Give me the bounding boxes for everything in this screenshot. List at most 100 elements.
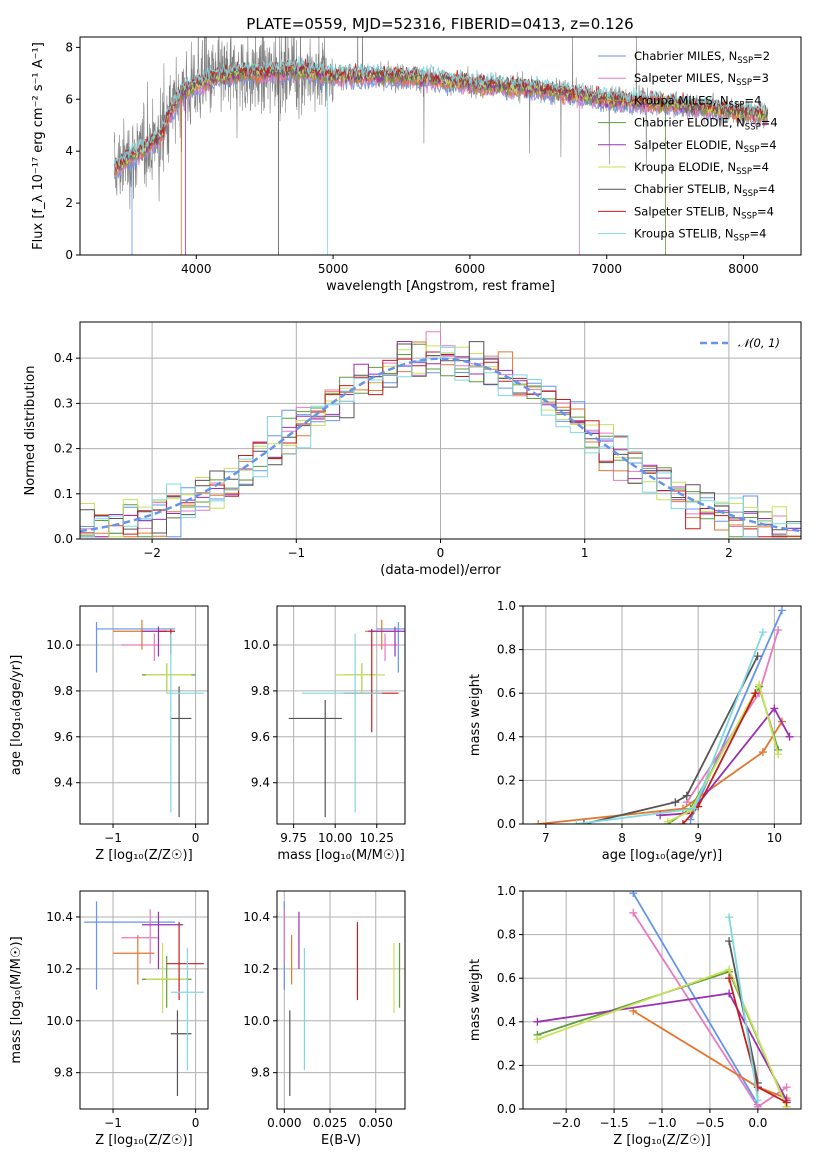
legend-text: Chabrier STELIB, N [634,182,742,196]
legend-value: =4 [752,160,769,174]
legend-subscript: SSP [737,56,753,66]
legend-subscript: SSP [744,145,760,155]
plot-area [288,619,405,818]
legend-text: Kroupa ELODIE, N [634,160,736,174]
plot-area [283,901,401,1097]
series-line-kroupa-elodie [667,682,780,823]
y-tick-label: 1.0 [497,884,516,898]
series-point-kroupa-elodie [725,965,734,974]
series-point-chabrier-stelib [753,652,762,661]
legend-text: Kroupa MILES, N [634,93,729,107]
y-tick-label: 10.0 [243,1014,270,1028]
y-tick-label: 0.0 [497,817,516,831]
x-tick-label: 10 [767,831,782,845]
y-tick-label: 10.0 [46,1014,73,1028]
series-point-kroupa-stelib [572,820,581,824]
y-tick-label: 9.8 [54,1066,73,1080]
y-tick-label: 0.2 [54,442,73,456]
x-tick-label: −1.5 [599,1116,628,1130]
series-point-chabrier-stelib [579,820,588,824]
legend-text: Chabrier MILES, N [634,49,737,63]
x-axis-label: age [log₁₀(age/yr)] [602,848,723,863]
series-point-salpeter-elodie [725,989,734,998]
x-axis-label: mass [log₁₀(M/M☉)] [277,848,404,863]
series-point-chabrier-stelib [725,937,734,946]
y-tick-label: 0.6 [497,971,516,985]
y-tick-label: 0 [65,248,73,262]
legend-text: Kroupa STELIB, N [634,227,734,241]
y-tick-label: 10.2 [46,962,73,976]
series-point-chabrier-stelib [671,798,680,807]
histogram-kroupa-stelib [80,346,801,538]
axes-frame [522,890,802,1110]
panel-0: 4000 5000 6000 7000 8000 0 2 4 6 8 wavelength [Ang… [31,36,802,294]
panel-4: 7 8 9 10 0.0 0.2 0.4 0.6 0.8 1.0 age [log₁₀(age/yr… [468,599,802,863]
legend-entry: Salpeter STELIB, NSSP=4 [634,204,774,221]
y-tick-label: 9.6 [251,730,270,744]
legend-value: =3 [752,71,769,85]
series-point-chabrier-miles [629,891,638,898]
series-point-salpeter-elodie [533,1017,542,1026]
y-axis-label: mass weight [468,959,483,1041]
x-tick-label: −1 [104,1116,122,1130]
x-tick-label: 0 [437,546,445,560]
panel-2: −1 0 9.4 9.6 9.8 10.0 Z [log₁₀(Z/Z☉)] age [log₁… [9,605,209,863]
x-tick-label: −2.0 [552,1116,581,1130]
y-tick-label: 0.2 [497,773,516,787]
legend-text: Salpeter ELODIE, N [634,138,744,152]
y-tick-label: 9.8 [54,684,73,698]
x-tick-label: −2 [143,546,161,560]
series-line-kroupa-stelib [728,917,759,1101]
legend-text: Chabrier ELODIE, N [634,116,745,130]
legend-value: =4 [744,93,761,107]
x-tick-label: 1 [581,546,589,560]
y-tick-label: 0.2 [497,1058,516,1072]
series-line-chabrier-elodie [667,684,780,824]
series-point-kroupa-elodie [774,750,783,759]
series-point-salpeter-stelib [725,974,734,983]
y-tick-label: 9.4 [251,776,270,790]
legend-entry: Chabrier MILES, NSSP=2 [634,49,770,66]
plot-area [95,619,204,818]
y-tick-label: 1.0 [497,599,516,613]
legend-entry: Chabrier STELIB, NSSP=4 [634,182,775,199]
legend-entry: Kroupa STELIB, NSSP=4 [634,227,766,244]
histogram-chabrier-elodie [80,343,801,538]
panel-1: −2 −1 0 1 2 0.0 0.1 0.2 0.3 0.4 (data-model)/error… [23,321,802,578]
legend-value: =2 [753,49,770,63]
legend-subscript: SSP [736,167,752,177]
y-axis-label: age [log₁₀(age/yr)] [9,655,24,776]
legend-subscript: SSP [729,100,745,110]
series-point-kroupa-miles [678,804,687,813]
y-tick-label: 8 [65,40,73,54]
legend-subscript: SSP [736,78,752,88]
panel-6: 0.000 0.025 0.050 9.8 10.0 10.2 10.4 E(B-V) [243,890,406,1148]
series-point-salpeter-stelib [678,820,687,824]
y-tick-label: 0.4 [497,730,516,744]
series-point-kroupa-elodie [533,1035,542,1044]
y-tick-label: 9.4 [54,776,73,790]
axes-frame [79,36,802,256]
series-point-salpeter-miles [774,625,783,634]
panel-3: 9.75 10.00 10.25 9.4 9.6 9.8 10.0 mass [log₁₀(M… [243,605,406,863]
x-axis-label: Z [log₁₀(Z/Z☉)] [613,1133,710,1148]
histogram-salpeter-miles [80,331,801,538]
y-axis-label: mass weight [468,674,483,756]
x-tick-label: 10.00 [318,831,352,845]
legend-subscript: SSP [742,189,758,199]
legend-value: =4 [761,116,778,130]
x-tick-label: 0 [192,1116,200,1130]
axes-frame [276,605,406,825]
series-point-kroupa-elodie [663,817,672,824]
y-tick-label: 6 [65,92,73,106]
x-tick-label: 0.025 [313,1116,347,1130]
axes-frame [79,321,802,540]
legend-entry: Chabrier ELODIE, NSSP=4 [634,116,778,133]
legend-value: =4 [760,138,777,152]
y-tick-label: 2 [65,196,73,210]
normal-distribution-curve [80,357,801,533]
x-tick-label: 7000 [591,262,622,276]
spectrum-title: PLATE=0559, MJD=52316, FIBERID=0413, z=0… [246,15,633,33]
series-line-chabrier-miles [689,610,783,820]
x-tick-label: 10.25 [360,831,394,845]
